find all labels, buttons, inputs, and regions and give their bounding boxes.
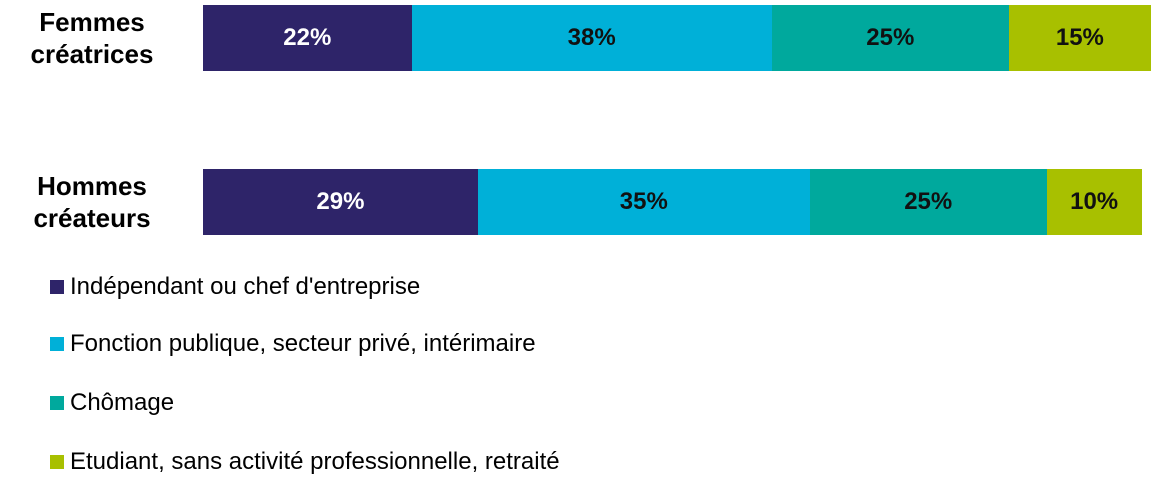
bar-segment: 29% [203, 169, 478, 235]
legend-label: Etudiant, sans activité professionnelle,… [70, 448, 560, 475]
value-label: 38% [567, 24, 616, 51]
legend-swatch [50, 337, 64, 351]
value-label: 29% [316, 188, 365, 215]
legend-swatch [50, 455, 64, 469]
value-label: 35% [619, 188, 668, 215]
legend-label: Fonction publique, secteur privé, intéri… [70, 330, 536, 357]
value-label: 25% [866, 24, 915, 51]
category-label: Femmes créatrices [30, 7, 154, 69]
value-label: 15% [1055, 24, 1104, 51]
bar-segment: 25% [771, 5, 1009, 71]
value-label: 10% [1070, 188, 1119, 215]
legend-swatch [50, 396, 64, 410]
bar-segment: 10% [1046, 169, 1142, 235]
bar-segment: 22% [203, 5, 412, 71]
legend-swatch [50, 280, 64, 294]
legend-label: Chômage [70, 389, 175, 416]
bar-segment: 15% [1008, 5, 1151, 71]
category-label: Hommes créateurs [33, 171, 151, 233]
bar-segment: 35% [477, 169, 810, 235]
legend-label: Indépendant ou chef d'entreprise [70, 273, 421, 300]
bar-segment: 38% [411, 5, 772, 71]
bar-segment: 25% [809, 169, 1047, 235]
value-label: 22% [283, 24, 332, 51]
value-label: 25% [904, 188, 953, 215]
